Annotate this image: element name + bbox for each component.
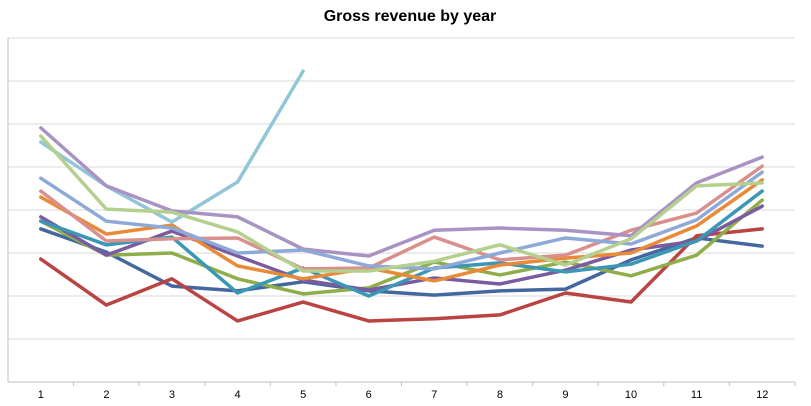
x-tick-label: 12 [756, 389, 768, 401]
chart-title: Gross revenue by year [324, 8, 497, 25]
x-tick-label: 5 [300, 389, 306, 401]
x-tick-label: 6 [366, 389, 372, 401]
series-line [39, 134, 764, 273]
series-line [39, 227, 764, 323]
x-tick-label: 1 [38, 389, 44, 401]
x-tick-label: 8 [497, 389, 503, 401]
x-tick-label: 11 [691, 389, 702, 401]
x-tick-label: 2 [103, 389, 109, 401]
series-line [39, 126, 764, 258]
x-tick-label: 3 [169, 389, 175, 401]
x-tick-label: 7 [431, 389, 437, 401]
x-tick-label: 10 [625, 389, 637, 401]
x-tick-label: 4 [234, 389, 240, 401]
series-line [39, 69, 305, 224]
x-tick-label: 9 [562, 389, 568, 401]
series-line [39, 227, 764, 297]
